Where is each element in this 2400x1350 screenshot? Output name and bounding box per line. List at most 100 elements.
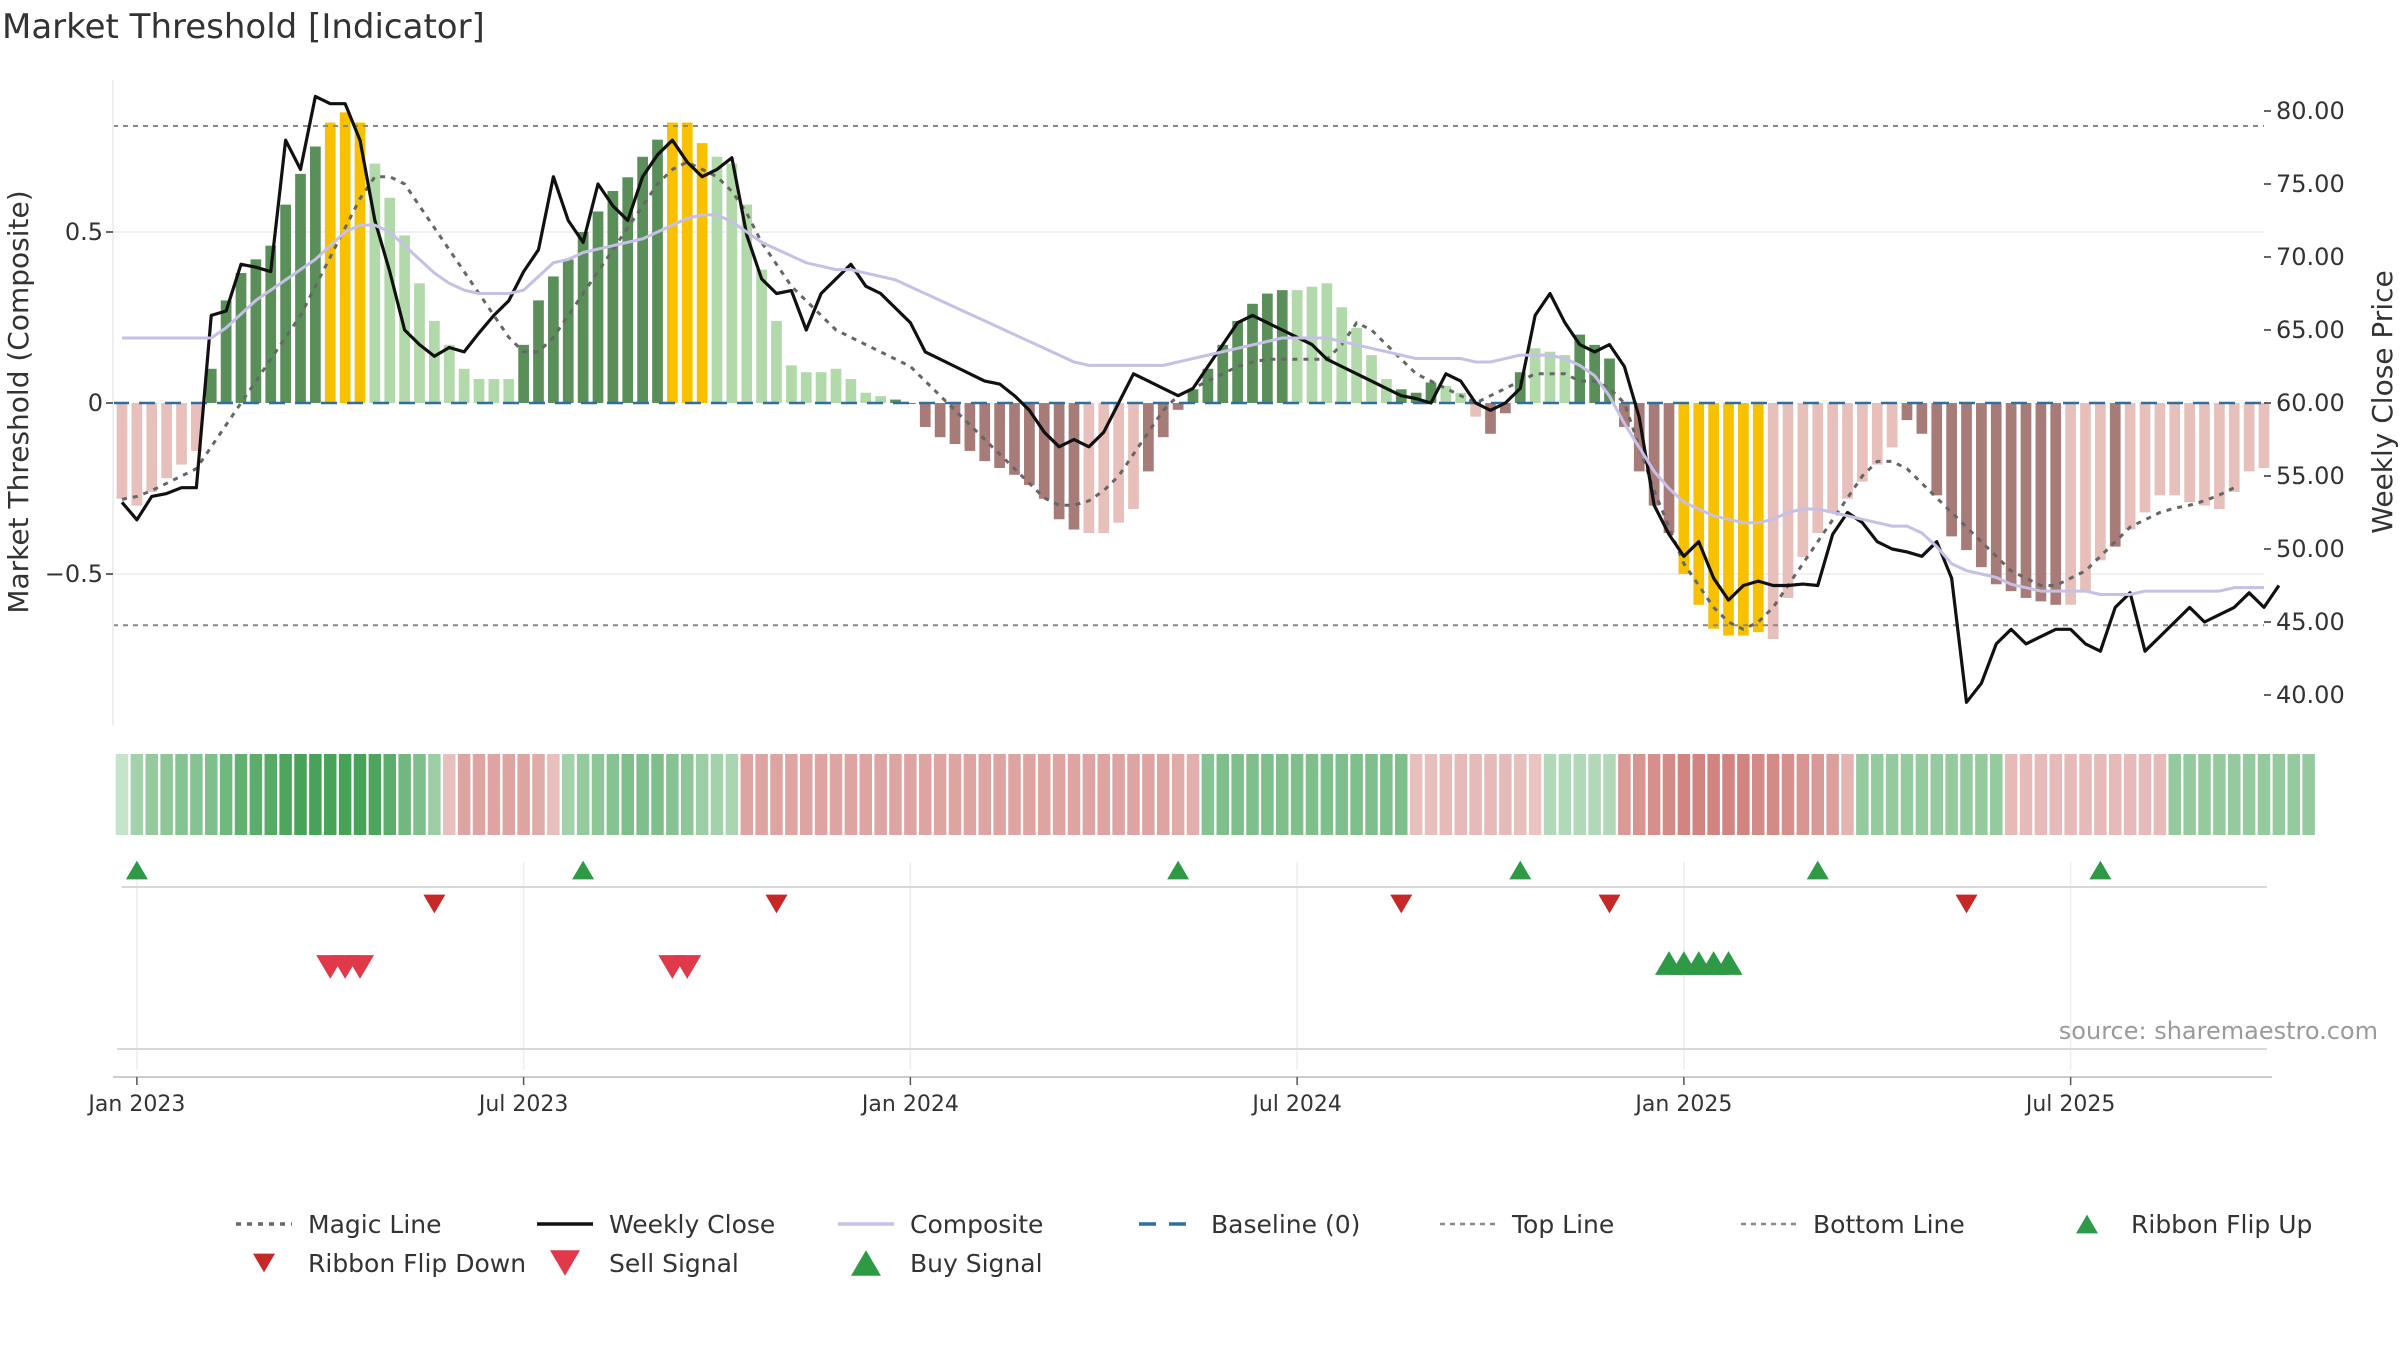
- legend: Magic Line Weekly Close Composite Baseline …: [236, 1210, 2312, 1278]
- ribbon-cell: [2272, 754, 2286, 835]
- ribbon-cell: [1514, 754, 1527, 835]
- ribbon-cell: [294, 754, 307, 835]
- composite-bar: [1574, 334, 1586, 403]
- ribbon-flip-up-marker: [1509, 860, 1532, 880]
- ribbon-cell: [874, 754, 887, 835]
- ribbon-cell: [2094, 754, 2107, 835]
- ribbon-cell: [859, 754, 872, 835]
- composite-bar: [637, 156, 648, 403]
- ribbon-cell: [829, 754, 843, 835]
- composite-bar: [577, 232, 589, 403]
- ribbon-cell: [666, 754, 679, 835]
- composite-bar: [681, 122, 693, 403]
- composite-bar: [1351, 327, 1362, 403]
- composite-bar: [860, 392, 872, 403]
- legend-item: Baseline (0): [1139, 1210, 1360, 1239]
- x-tick-label: Jan 2024: [860, 1092, 959, 1117]
- composite-bar: [1976, 403, 1987, 568]
- ribbon-cell: [190, 754, 203, 835]
- ribbon-cell: [2198, 754, 2211, 835]
- ribbon-flip-down-marker: [423, 894, 446, 914]
- legend-label: Baseline (0): [1211, 1210, 1360, 1239]
- composite-bar: [2258, 403, 2270, 468]
- composite-bar: [562, 259, 574, 403]
- legend-item: Sell Signal: [550, 1249, 739, 1278]
- ribbon-cell: [2213, 754, 2226, 835]
- composite-bar: [1633, 403, 1645, 472]
- lower-panel-gridlines: [113, 862, 2272, 1078]
- composite-bar: [786, 365, 797, 403]
- ribbon-cell: [710, 754, 724, 835]
- composite-bar: [146, 403, 158, 492]
- composite-bar: [116, 403, 128, 499]
- ribbon-cell: [502, 754, 515, 835]
- composite-bar: [265, 245, 277, 403]
- ribbon-cell: [1395, 754, 1408, 835]
- right-tick-label: 45.00: [2276, 608, 2345, 636]
- composite-bar: [1663, 403, 1675, 533]
- ribbon-cell: [532, 754, 545, 835]
- ribbon-cell: [1409, 754, 1423, 835]
- composite-bar: [488, 379, 500, 403]
- composite-bar: [1961, 403, 1972, 551]
- composite-bar: [622, 177, 634, 403]
- ribbon-cell: [2064, 754, 2077, 835]
- reference-lines: [113, 124, 2264, 627]
- ribbon-cell: [770, 754, 783, 835]
- ribbon-flip-up-marker: [1167, 860, 1190, 880]
- composite-bar: [1336, 307, 1348, 403]
- trend-ribbon: [115, 754, 2315, 835]
- ribbon-cell: [2228, 754, 2241, 835]
- ribbon-cell: [1380, 754, 1393, 835]
- composite-bar: [2035, 403, 2047, 602]
- composite-bar: [2020, 403, 2032, 598]
- ribbon-cell: [1573, 754, 1586, 835]
- ribbon-cell: [1722, 754, 1735, 835]
- composite-bar: [1172, 403, 1184, 410]
- ribbon-cell: [1484, 754, 1497, 835]
- ribbon-flip-up-marker: [572, 860, 595, 880]
- ribbon-cell: [1975, 754, 1988, 835]
- right-tick-label: 65.00: [2276, 316, 2345, 344]
- legend-label: Ribbon Flip Down: [308, 1249, 526, 1278]
- ribbon-cell: [1365, 754, 1378, 835]
- ribbon-cell: [978, 754, 991, 835]
- composite-bar: [458, 368, 470, 403]
- composite-bar: [161, 403, 172, 479]
- ribbon-cell: [993, 754, 1006, 835]
- legend-item: Bottom Line: [1741, 1210, 1965, 1239]
- composite-bar: [548, 276, 559, 403]
- ribbon-cell: [1662, 754, 1676, 835]
- composite-bar: [1946, 403, 1957, 537]
- composite-line: [122, 213, 2264, 597]
- legend-swatch: [2076, 1214, 2098, 1234]
- composite-bar: [1143, 403, 1154, 472]
- ribbon-cell: [1320, 754, 1334, 835]
- ribbon-cell: [1216, 754, 1229, 835]
- composite-bar: [1693, 403, 1705, 605]
- composite-bar: [1500, 403, 1511, 414]
- x-tick-label: Jan 2023: [86, 1092, 185, 1117]
- composite-bar: [354, 122, 366, 403]
- composite-bar: [2124, 403, 2136, 530]
- ribbon-cell: [324, 754, 337, 835]
- ribbon-cell: [1082, 754, 1096, 835]
- ribbon-cell: [2302, 754, 2315, 835]
- ribbon-cell: [1543, 754, 1557, 835]
- ribbon-cell: [1841, 754, 1854, 835]
- composite-bar: [1752, 403, 1764, 633]
- x-tick-label: Jan 2025: [1633, 1092, 1732, 1117]
- ribbon-cell: [130, 754, 144, 835]
- ribbon-cell: [205, 754, 218, 835]
- legend-label: Composite: [910, 1210, 1043, 1239]
- ribbon-cell: [1856, 754, 1869, 835]
- composite-bar: [607, 190, 619, 403]
- ribbon-cell: [2287, 754, 2300, 835]
- ribbon-cell: [1737, 754, 1750, 835]
- composite-bar: [1187, 389, 1199, 403]
- ribbon-cell: [621, 754, 634, 835]
- ribbon-cell: [2079, 754, 2092, 835]
- composite-bar: [191, 403, 202, 451]
- ribbon-cell: [398, 754, 411, 835]
- composite-bar: [2154, 403, 2166, 496]
